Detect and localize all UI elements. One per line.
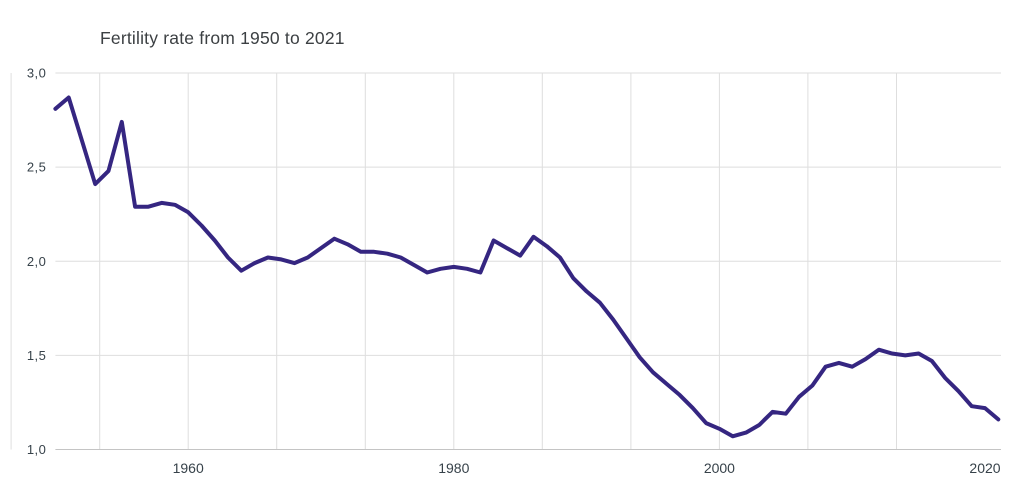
y-tick-label: 1,0 bbox=[27, 442, 47, 457]
x-tick-label: 1980 bbox=[438, 460, 469, 476]
x-tick-label: 1960 bbox=[173, 460, 204, 476]
y-tick-label: 2,5 bbox=[27, 160, 47, 175]
x-tick-label: 2020 bbox=[969, 460, 1000, 476]
horizontal-gridlines bbox=[55, 72, 1001, 450]
y-tick-label: 2,0 bbox=[27, 254, 47, 269]
y-tick-label: 1,5 bbox=[27, 348, 47, 363]
fertility-rate-line bbox=[53, 95, 1001, 439]
x-tick-label: 2000 bbox=[704, 460, 735, 476]
chart-title: Fertility rate from 1950 to 2021 bbox=[100, 28, 345, 48]
y-tick-label: 3,0 bbox=[27, 66, 47, 81]
y-axis-labels: 3,0 2,5 2,0 1,5 1,0 bbox=[27, 66, 47, 458]
x-axis-labels: 1960 1980 2000 2020 bbox=[173, 460, 1001, 476]
